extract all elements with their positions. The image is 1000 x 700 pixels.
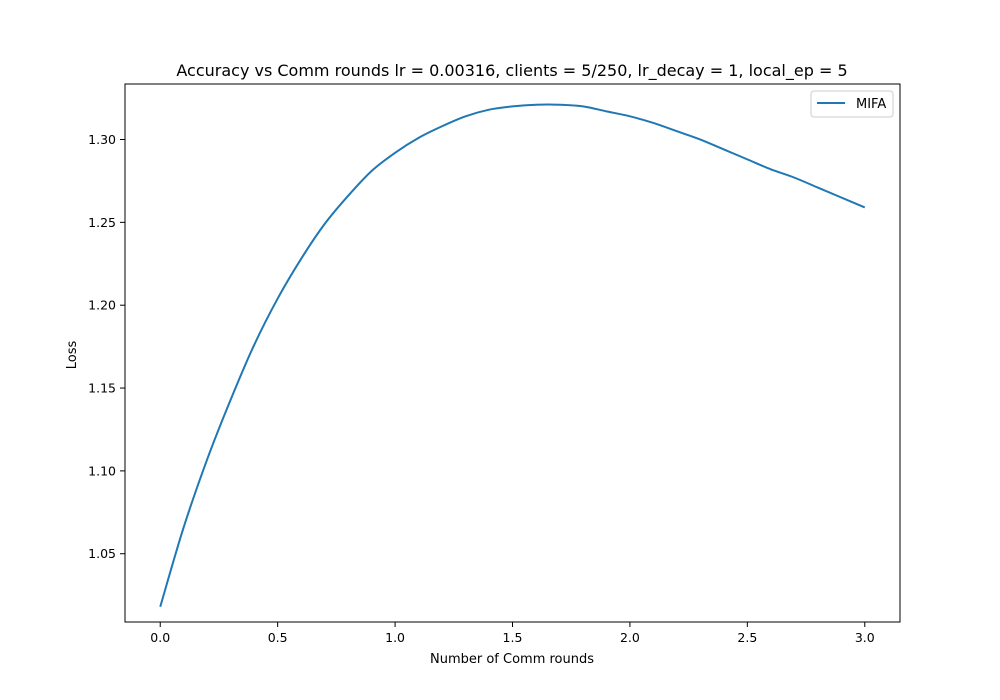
series-line-0 bbox=[159, 103, 866, 608]
x-tick-label: 0.5 bbox=[268, 630, 288, 645]
x-tick-label: 1.5 bbox=[503, 630, 523, 645]
x-axis-label: Number of Comm rounds bbox=[430, 652, 594, 667]
y-tick-label: 1.10 bbox=[88, 463, 116, 478]
x-tick-label: 2.0 bbox=[620, 630, 640, 645]
legend-box bbox=[810, 90, 894, 118]
y-tick-label: 1.05 bbox=[88, 546, 116, 561]
x-tick-label: 1.0 bbox=[385, 630, 405, 645]
x-tick-label: 3.0 bbox=[855, 630, 875, 645]
y-tick-label: 1.20 bbox=[88, 298, 116, 313]
legend-series-label: MIFA bbox=[856, 97, 886, 112]
y-tick-label: 1.30 bbox=[88, 132, 116, 147]
x-tick-label: 2.5 bbox=[737, 630, 757, 645]
y-tick-label: 1.15 bbox=[88, 381, 116, 396]
series-group bbox=[159, 103, 866, 608]
x-tick-label: 0.0 bbox=[150, 630, 170, 645]
y-axis-label: Loss bbox=[65, 341, 80, 370]
chart-title: Accuracy vs Comm rounds lr = 0.00316, cl… bbox=[176, 61, 847, 81]
axes-frame bbox=[124, 83, 901, 623]
x-axis-ticks: 0.0 0.5 1.0 1.5 2.0 2.5 3.0 bbox=[150, 622, 875, 645]
legend: MIFA bbox=[810, 90, 894, 118]
y-axis-ticks: 1.05 1.10 1.15 1.20 1.25 1.30 bbox=[88, 132, 125, 561]
y-tick-label: 1.25 bbox=[88, 215, 116, 230]
